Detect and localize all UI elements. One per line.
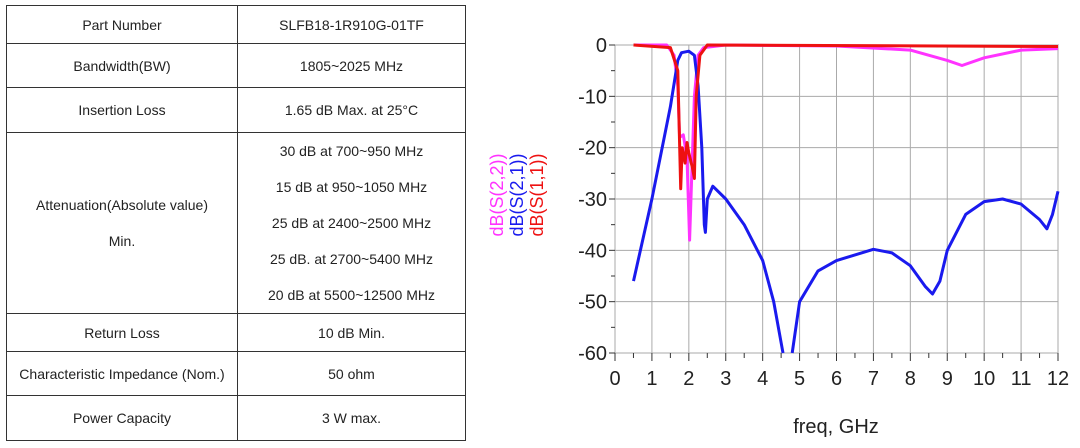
row-value: 20 dB at 5500~12500 MHz [268,287,435,303]
row-value: 15 dB at 950~1050 MHz [275,179,428,195]
row-value: 50 ohm [237,351,466,396]
x-tick-label: 6 [831,368,842,390]
y-tick-label: -60 [578,343,607,365]
x-tick-label: 7 [868,368,879,390]
y-tick-label: -10 [578,86,607,108]
row-value: 25 dB at 2400~2500 MHz [271,215,432,231]
y-tick-label: -40 [578,240,607,262]
x-tick-label: 12 [1047,368,1069,390]
table-row: Return Loss 10 dB Min. [6,313,466,352]
x-tick-label: 5 [794,368,805,390]
row-value: 1.65 dB Max. at 25°C [237,87,466,133]
series-line-dbs11 [633,43,1059,191]
row-label: Attenuation(Absolute value) [36,197,208,213]
spec-table: Part Number SLFB18-1R910G-01TF Bandwidth(… [6,5,466,441]
row-value: SLFB18-1R910G-01TF [237,5,466,44]
x-tick-label: 2 [683,368,694,390]
x-tick-label: 3 [720,368,731,390]
legend-entry: dB(S(2,1)) [507,153,527,236]
row-value: 30 dB at 700~950 MHz [279,143,424,159]
x-tick-label: 0 [609,368,620,390]
legend-entry: dB(S(2,2)) [487,153,507,236]
table-row: Part Number SLFB18-1R910G-01TF [6,5,466,44]
table-row: Bandwidth(BW) 1805~2025 MHz [6,43,466,88]
row-value: 10 dB Min. [237,313,466,352]
row-value: 3 W max. [237,395,466,441]
table-row: Characteristic Impedance (Nom.) 50 ohm [6,351,466,396]
row-label: Return Loss [6,313,238,352]
x-tick-label: 11 [1011,368,1032,390]
row-label-2: Min. [108,233,136,249]
y-tick-label: -20 [578,138,607,160]
row-label: Part Number [6,5,238,44]
legend-entry: dB(S(1,1)) [527,153,547,236]
y-tick-label: -50 [578,292,607,314]
x-tick-label: 9 [942,368,953,390]
x-axis-label: freq, GHz [793,416,879,438]
x-tick-label: 1 [646,368,657,390]
row-value: 1805~2025 MHz [237,43,466,88]
row-label: Power Capacity [6,395,238,441]
x-tick-label: 8 [905,368,916,390]
table-row: Insertion Loss 1.65 dB Max. at 25°C [6,87,466,133]
table-row: Attenuation(Absolute value) Min. 30 dB at… [6,132,466,314]
row-value: 25 dB. at 2700~5400 MHz [269,251,434,267]
y-tick-label: 0 [596,35,607,57]
y-tick-label: -30 [578,189,607,211]
table-row: Power Capacity 3 W max. [6,395,466,441]
row-label: Characteristic Impedance (Nom.) [6,351,238,396]
x-tick-label: 4 [757,368,768,390]
x-tick-label: 10 [973,368,995,390]
